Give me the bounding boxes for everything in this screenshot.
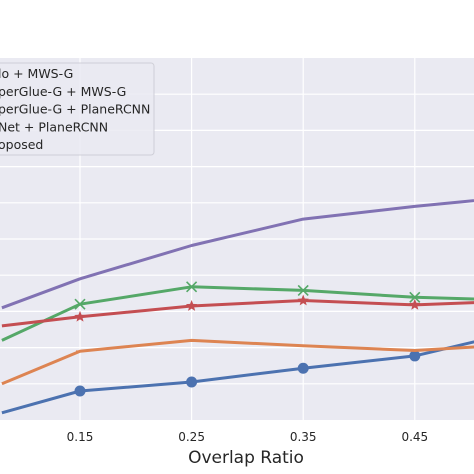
series-3-point-4: [409, 298, 421, 310]
x-tick-label-3: 0.45: [401, 430, 428, 444]
series-2-point-4: [409, 291, 421, 303]
series-2-point-1: [74, 298, 86, 310]
series-line-3: [1, 299, 474, 328]
series-0-point-2: [186, 376, 198, 388]
x-tick-label-0: 0.15: [67, 430, 94, 444]
x-axis-ticks: 0.15 0.25 0.35 0.45: [67, 430, 429, 444]
series-2-point-2: [186, 281, 198, 293]
legend-box: [0, 62, 155, 156]
series-3-point-1: [74, 310, 86, 322]
series-2-point-3-stroke-b: [297, 284, 309, 296]
legend-entry-0: lo + MWS-G: [0, 66, 73, 81]
series-line-4: [1, 199, 474, 310]
x-axis-title: Overlap Ratio: [188, 448, 304, 468]
series-line-0: [1, 340, 474, 415]
legend-entry-3: Net + PlaneRCNN: [0, 119, 108, 134]
series-3: [1, 294, 474, 328]
x-tick-label-2: 0.35: [290, 430, 317, 444]
legend-entry-1: perGlue-G + MWS-G: [0, 84, 126, 99]
series-2-point-2-stroke-b: [186, 281, 198, 293]
series-4: [1, 199, 474, 310]
legend-entry-4: oposed: [0, 137, 43, 152]
grid: [0, 58, 474, 420]
series-0-point-1: [74, 385, 86, 397]
series-2-point-4-stroke-b: [409, 291, 421, 303]
series-3-point-2: [185, 299, 198, 311]
series-2-point-1-stroke-b: [74, 298, 86, 310]
series-layer: [1, 199, 474, 415]
series-line-2: [1, 285, 474, 342]
legend: lo + MWS-G perGlue-G + MWS-G perGlue-G + P…: [0, 62, 155, 156]
x-tick-label-1: 0.25: [178, 430, 205, 444]
series-3-point-3: [297, 294, 309, 306]
legend-entry-2: perGlue-G + PlaneRCNN: [0, 102, 150, 117]
series-0-point-3: [297, 362, 309, 374]
series-2: [1, 281, 474, 342]
series-0-point-4: [409, 350, 421, 362]
series-line-1: [1, 338, 474, 386]
series-2-point-3: [297, 284, 309, 296]
series-1: [1, 338, 474, 386]
series-0: [1, 340, 474, 415]
